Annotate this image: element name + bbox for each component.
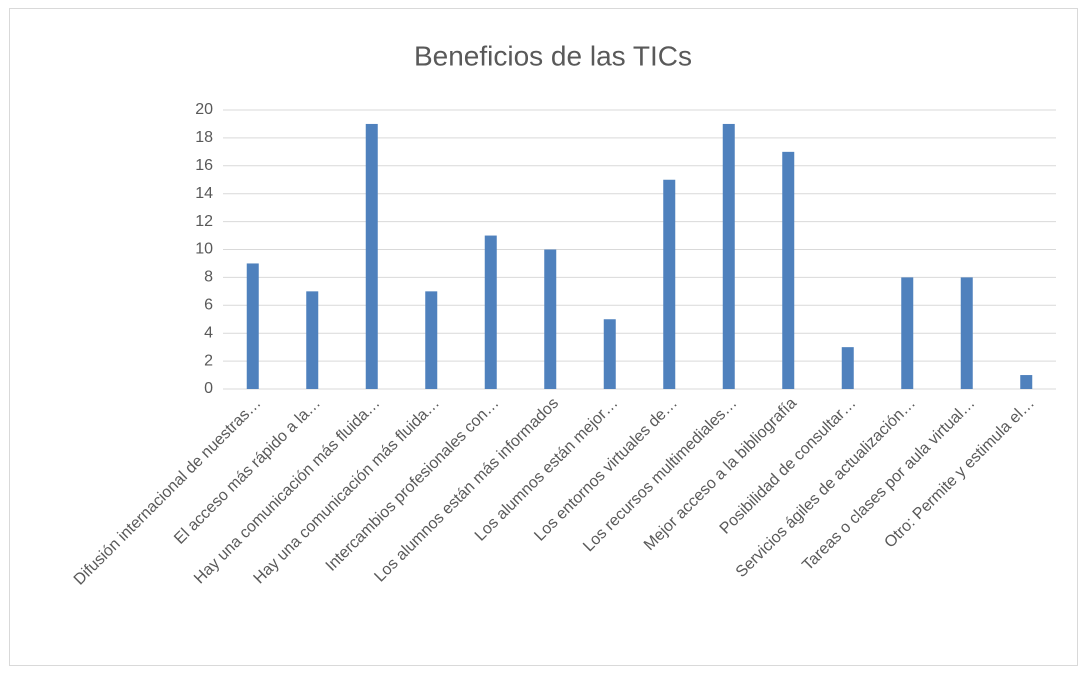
bar <box>960 277 973 389</box>
bar <box>306 291 319 389</box>
y-tick-label: 4 <box>204 324 213 341</box>
y-tick-label: 18 <box>195 129 213 146</box>
y-tick-label: 6 <box>204 297 213 314</box>
bar <box>1020 375 1033 389</box>
bar <box>603 319 616 389</box>
bar <box>246 263 259 389</box>
bar <box>663 179 676 389</box>
bar <box>484 235 497 389</box>
chart-border <box>9 8 1078 666</box>
y-tick-label: 16 <box>195 157 213 174</box>
y-tick-label: 12 <box>195 213 213 230</box>
y-tick-label: 0 <box>204 380 213 397</box>
bar <box>722 123 735 389</box>
bar <box>365 123 378 389</box>
bar <box>425 291 438 389</box>
y-tick-label: 2 <box>204 352 213 369</box>
y-tick-label: 8 <box>204 269 213 286</box>
bar <box>544 249 557 389</box>
y-tick-label: 14 <box>195 185 213 202</box>
y-tick-label: 20 <box>195 101 213 118</box>
y-tick-label: 10 <box>195 241 213 258</box>
bar <box>841 347 854 389</box>
bar <box>901 277 914 389</box>
bar <box>782 151 795 389</box>
chart-title: Beneficios de las TICs <box>414 40 692 71</box>
